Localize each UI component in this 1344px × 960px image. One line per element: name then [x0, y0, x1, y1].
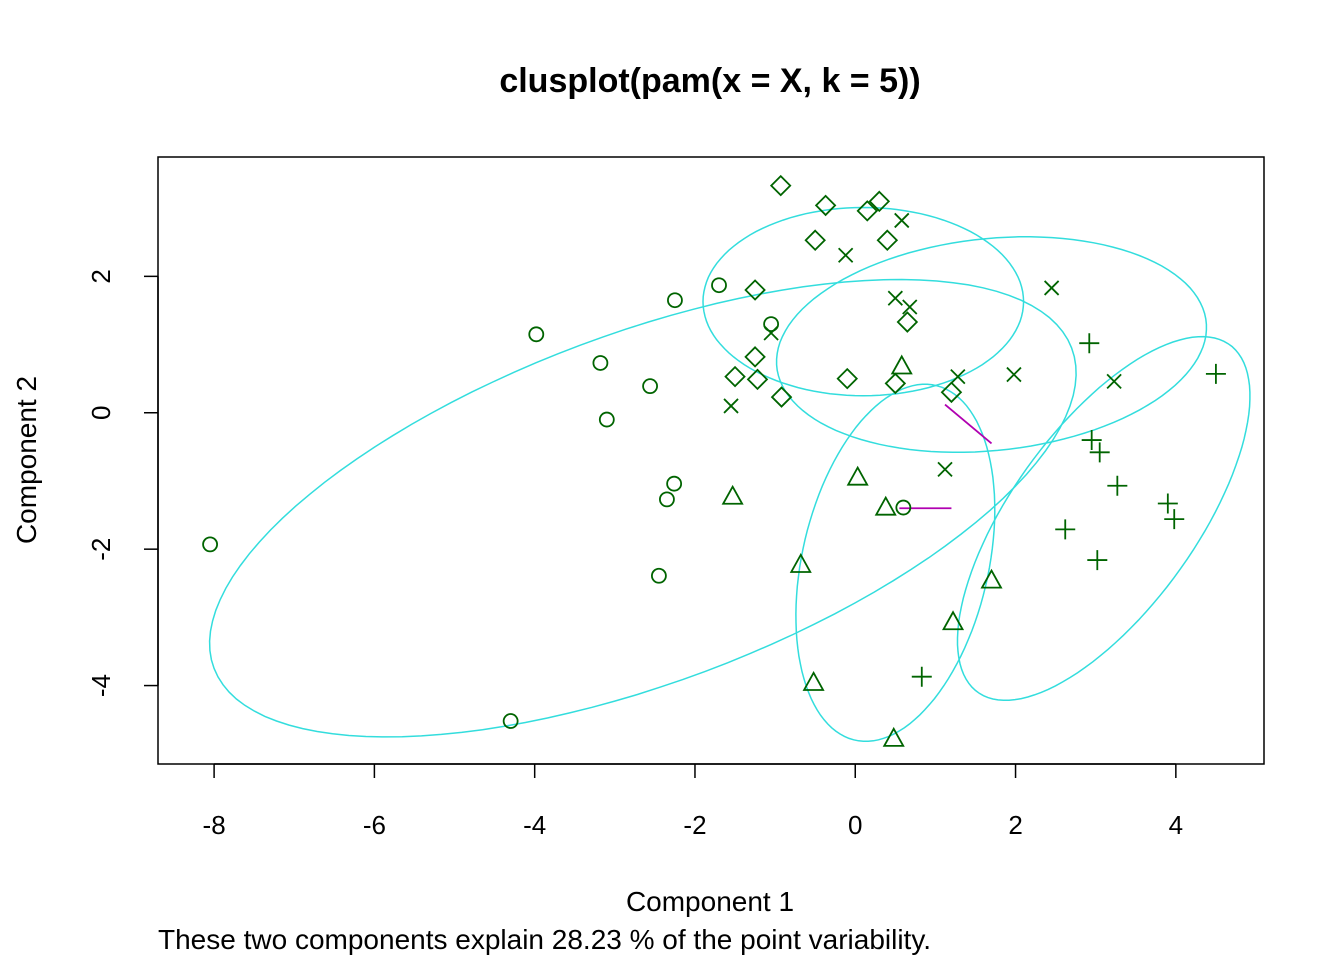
y-tick-label: -4 — [86, 674, 116, 697]
point-plus — [1157, 493, 1178, 514]
point-diamond — [814, 194, 837, 217]
y-tick-label: -2 — [86, 538, 116, 561]
point-circle — [651, 567, 667, 584]
point-diamond — [884, 372, 907, 395]
point-x — [894, 212, 910, 229]
point-x — [723, 398, 739, 414]
point-triangle — [942, 610, 965, 631]
chart-title: clusplot(pam(x = X, k = 5)) — [499, 62, 920, 100]
point-circle — [592, 355, 609, 371]
cluster-ellipse — [702, 206, 1025, 397]
point-triangle — [890, 354, 913, 375]
point-circle — [895, 499, 912, 516]
cluster-link — [944, 403, 993, 445]
cluster-links — [899, 403, 993, 510]
cluster-ellipse — [208, 278, 1077, 738]
point-diamond — [804, 229, 826, 251]
point-triangle — [721, 484, 744, 505]
cluster-ellipse — [795, 383, 996, 743]
x-tick-label: -4 — [523, 810, 546, 840]
point-plus — [1087, 550, 1108, 571]
x-tick-label: -2 — [683, 810, 706, 840]
point-triangle — [802, 671, 825, 691]
data-points — [202, 174, 1226, 747]
point-plus — [1079, 333, 1100, 354]
point-x — [1006, 366, 1022, 383]
point-diamond — [868, 190, 891, 213]
point-diamond — [896, 311, 919, 333]
point-triangle — [789, 553, 812, 573]
point-x — [838, 247, 854, 263]
point-plus — [1089, 442, 1110, 463]
x-tick-label: -8 — [203, 810, 226, 840]
point-circle — [659, 491, 675, 508]
point-diamond — [836, 367, 859, 390]
point-x — [887, 290, 903, 306]
point-triangle — [882, 726, 905, 747]
point-x — [1106, 373, 1122, 390]
x-tick-label: 2 — [1008, 810, 1022, 840]
plot-frame — [157, 156, 1265, 765]
point-diamond — [940, 381, 963, 404]
point-plus — [1205, 363, 1226, 384]
point-x — [902, 299, 918, 315]
y-tick-label: 2 — [86, 269, 116, 283]
point-diamond — [744, 279, 766, 301]
point-x — [950, 368, 966, 385]
point-plus — [1164, 509, 1185, 530]
point-diamond — [856, 200, 879, 222]
point-plus — [1055, 519, 1076, 540]
y-axis-label: Component 2 — [11, 376, 42, 544]
x-tick-label: 0 — [848, 810, 862, 840]
point-diamond — [770, 386, 793, 408]
x-axis-label: Component 1 — [626, 886, 794, 917]
point-x — [763, 325, 779, 341]
point-circle — [763, 316, 780, 332]
point-circle — [642, 378, 658, 395]
point-circle — [502, 713, 519, 729]
point-circle — [202, 536, 218, 553]
point-diamond — [769, 174, 792, 197]
point-plus — [1107, 475, 1128, 496]
point-diamond — [724, 365, 746, 388]
y-axis: -4 -2 0 2 — [86, 269, 159, 697]
point-triangle — [846, 465, 869, 486]
x-tick-label: -6 — [363, 810, 386, 840]
point-triangle — [980, 568, 1003, 589]
cluster-ellipse — [775, 236, 1208, 454]
point-circle — [528, 326, 545, 343]
point-circle — [667, 292, 683, 309]
point-x — [1043, 280, 1060, 296]
point-triangle — [874, 495, 897, 516]
x-axis: -8 -6 -4 -2 0 2 4 — [203, 763, 1183, 840]
cluster-ellipse — [956, 335, 1251, 702]
point-circle — [598, 411, 615, 428]
chart-subtitle: These two components explain 28.23 % of … — [158, 924, 931, 955]
point-plus — [911, 666, 932, 687]
cluster-ellipses — [208, 206, 1251, 743]
point-diamond — [876, 229, 899, 251]
point-circle — [666, 475, 683, 492]
point-plus — [1081, 430, 1102, 451]
point-diamond — [746, 368, 769, 391]
x-tick-label: 4 — [1169, 810, 1183, 840]
point-diamond — [744, 346, 766, 368]
point-x — [937, 461, 953, 478]
point-circle — [711, 277, 727, 294]
y-tick-label: 0 — [86, 406, 116, 420]
